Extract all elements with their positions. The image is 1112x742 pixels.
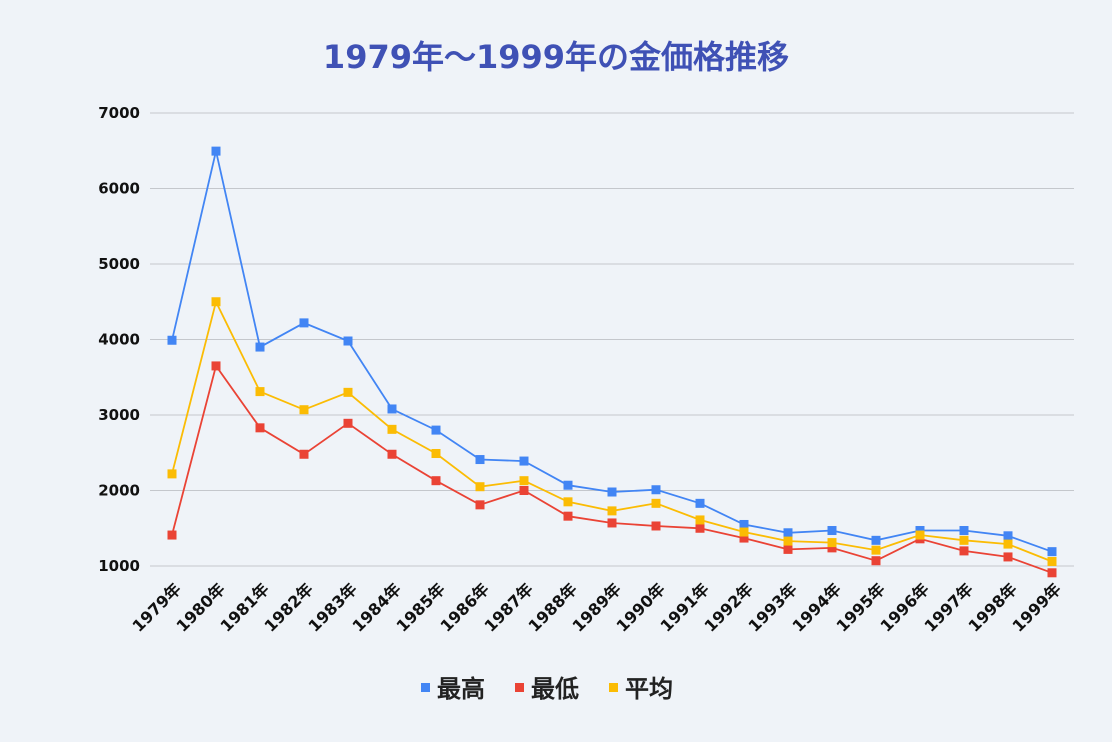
legend-item: 最高: [421, 675, 485, 703]
data-point: [959, 546, 969, 556]
data-point: [915, 530, 925, 540]
y-tick-label: 3000: [98, 406, 140, 424]
data-point: [871, 535, 881, 545]
data-point: [519, 456, 529, 466]
data-point: [651, 485, 661, 495]
data-point: [343, 336, 353, 346]
gridlines: [150, 112, 1074, 567]
data-point: [167, 335, 177, 345]
data-point: [607, 487, 617, 497]
data-point: [255, 423, 265, 433]
data-point: [431, 425, 441, 435]
chart-title: 1979年〜1999年の金価格推移: [323, 38, 789, 76]
data-point: [211, 361, 221, 371]
data-point: [783, 536, 793, 546]
data-point: [211, 146, 221, 156]
data-point: [827, 543, 837, 553]
data-point: [563, 497, 573, 507]
data-point: [167, 469, 177, 479]
data-point: [299, 405, 309, 415]
y-axis: 1000 2000 3000 4000 5000 6000 7000: [98, 104, 140, 575]
data-point: [607, 506, 617, 516]
x-tick-label: 1999年: [1009, 579, 1065, 635]
data-point: [651, 521, 661, 531]
data-point: [695, 515, 705, 525]
data-point: [695, 498, 705, 508]
data-point: [563, 480, 573, 490]
data-point: [475, 455, 485, 465]
data-point: [915, 526, 925, 536]
data-point: [211, 297, 221, 307]
data-point: [959, 535, 969, 545]
data-point: [783, 528, 793, 538]
y-tick-label: 6000: [98, 180, 140, 198]
data-point: [959, 526, 969, 536]
data-point: [475, 482, 485, 492]
data-point: [827, 538, 837, 548]
series-points: [167, 146, 1057, 578]
data-point: [431, 476, 441, 486]
y-tick-label: 7000: [98, 104, 140, 122]
data-point: [1003, 539, 1013, 549]
data-point: [387, 424, 397, 434]
data-point: [871, 556, 881, 566]
data-point: [343, 418, 353, 428]
data-point: [387, 449, 397, 459]
data-point: [475, 500, 485, 510]
data-point: [1047, 556, 1057, 566]
data-point: [651, 498, 661, 508]
legend-label: 平均: [625, 675, 673, 703]
legend-swatch: [609, 683, 618, 692]
data-point: [563, 511, 573, 521]
data-point: [783, 544, 793, 554]
legend-label: 最低: [531, 675, 579, 703]
data-point: [255, 342, 265, 352]
data-point: [871, 545, 881, 555]
data-point: [739, 533, 749, 543]
data-point: [1047, 547, 1057, 557]
y-tick-label: 4000: [98, 331, 140, 349]
x-axis: 1979年1980年1981年1982年1983年1984年1985年1986年…: [129, 579, 1065, 635]
y-tick-label: 1000: [98, 557, 140, 575]
data-point: [739, 527, 749, 537]
data-point: [343, 387, 353, 397]
data-point: [387, 404, 397, 414]
data-point: [695, 523, 705, 533]
legend-item: 最低: [515, 675, 579, 703]
data-point: [431, 449, 441, 459]
data-point: [1003, 552, 1013, 562]
data-point: [739, 519, 749, 529]
legend-swatch: [515, 683, 524, 692]
data-point: [167, 530, 177, 540]
legend-swatch: [421, 683, 430, 692]
legend-label: 最高: [437, 675, 485, 703]
data-point: [255, 387, 265, 397]
data-point: [827, 526, 837, 536]
legend-item: 平均: [609, 675, 673, 703]
legend: 最高 最低 平均: [421, 675, 673, 703]
data-point: [299, 449, 309, 459]
y-tick-label: 5000: [98, 255, 140, 273]
data-point: [519, 476, 529, 486]
data-point: [519, 486, 529, 495]
y-tick-label: 2000: [98, 482, 140, 500]
data-point: [1047, 568, 1057, 578]
data-point: [607, 518, 617, 528]
data-point: [1003, 531, 1013, 541]
data-point: [299, 318, 309, 328]
